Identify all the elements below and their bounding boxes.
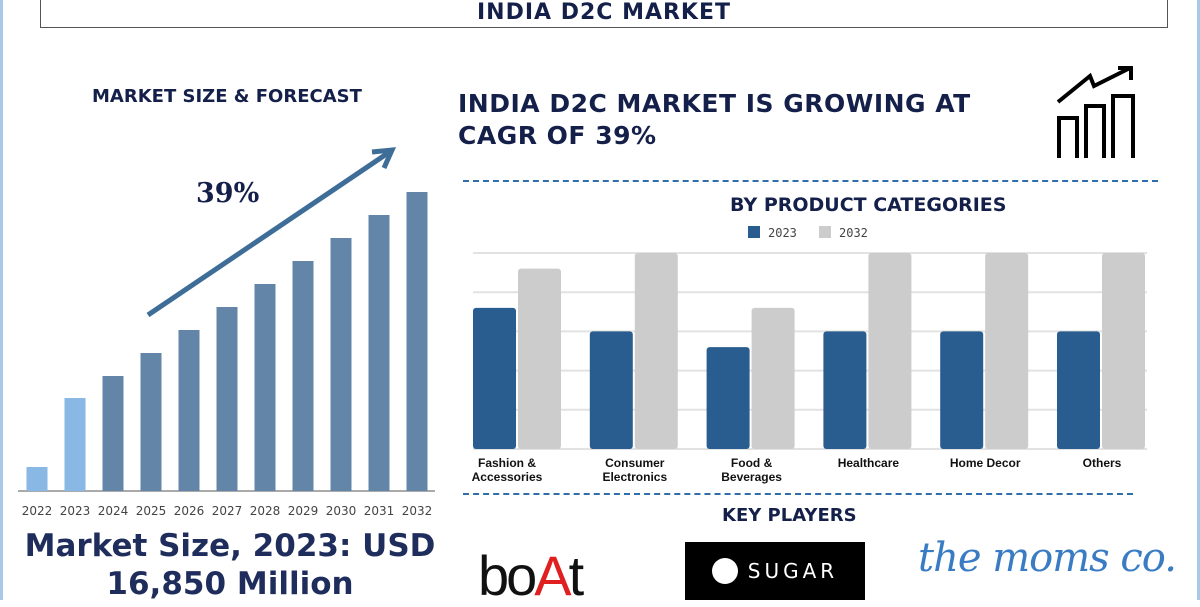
bar-2029 [292, 261, 314, 491]
product-categories-chart: 2023 2032 Fashion &Accessories ConsumerElec… [472, 226, 1147, 484]
tick-label: 2030 [326, 504, 357, 518]
bar-2023 [940, 331, 984, 449]
bar-2022 [26, 467, 48, 491]
headline-line-2: CAGR OF 39% [458, 121, 657, 150]
tick-label: 2022 [22, 504, 53, 518]
tick-label: 2023 [60, 504, 91, 518]
category-label: Accessories [472, 470, 543, 484]
bar-2023 [473, 307, 516, 449]
category-label: Home Decor [950, 456, 1021, 470]
tick-label: 2029 [288, 504, 319, 518]
categories-heading: BY PRODUCT CATEGORIES [730, 194, 1007, 216]
cagr-label: 39% [196, 178, 260, 209]
bar-2024 [102, 376, 124, 491]
growth-chart-icon [1056, 66, 1135, 158]
bar-2032 [634, 253, 678, 449]
key-players-heading: KEY PLAYERS [722, 505, 857, 526]
bar-2023 [64, 398, 86, 491]
category-label: Fashion & [478, 456, 536, 470]
legend-label: 2023 [768, 226, 797, 240]
market-size-text: Market Size, 2023: USD 16,850 Million [24, 528, 436, 602]
bar-2031 [368, 215, 390, 491]
bar-2023 [1057, 331, 1100, 449]
logo-boat: boAt [478, 544, 584, 607]
bar-2032 [406, 192, 428, 491]
tick-label: 2032 [402, 504, 433, 518]
bar-2026 [178, 330, 200, 491]
category-label: Healthcare [838, 456, 900, 470]
bar-2032 [518, 268, 561, 449]
sugar-logo-text: SUGAR [747, 559, 839, 583]
tick-label: 2028 [250, 504, 281, 518]
page-title: INDIA D2C MARKET [476, 0, 732, 25]
title-box: INDIA D2C MARKET [40, 0, 1168, 28]
bar-2023 [706, 347, 750, 449]
bar-2032 [751, 307, 795, 449]
trend-arrow [146, 150, 390, 318]
left-border [0, 0, 3, 600]
logo-sugar: SUGAR [685, 542, 865, 600]
category-label: Food & [731, 456, 773, 470]
tick-label: 2024 [98, 504, 129, 518]
bar-2027 [216, 307, 238, 491]
market-size-chart: 2022 2023 2024 2025 2026 2027 2028 2029 2030 2031… [18, 147, 435, 518]
category-label: Others [1083, 456, 1122, 470]
legend-label: 2032 [839, 226, 868, 240]
bar-2032 [1102, 253, 1145, 449]
tick-label: 2026 [174, 504, 205, 518]
bar-2028 [254, 284, 276, 491]
bar-2023 [589, 331, 633, 449]
bar-2025 [140, 353, 162, 491]
arrow-head-icon [371, 147, 397, 170]
category-label: Consumer [605, 456, 665, 470]
headline-line-1: INDIA D2C MARKET IS GROWING AT [458, 89, 971, 118]
bar-2032 [985, 253, 1029, 449]
bar-2030 [330, 238, 352, 491]
tick-label: 2031 [364, 504, 395, 518]
legend-swatch [819, 226, 831, 238]
divider [463, 493, 1133, 495]
tick-label: 2025 [136, 504, 167, 518]
tick-label: 2027 [212, 504, 243, 518]
growth-headline: INDIA D2C MARKET IS GROWING AT CAGR OF 3… [458, 88, 971, 152]
legend-swatch [748, 226, 760, 238]
logo-the-moms-co: the moms co. [918, 535, 1177, 581]
category-label: Electronics [602, 470, 667, 484]
right-border [1197, 0, 1200, 600]
market-size-heading: MARKET SIZE & FORECAST [92, 86, 362, 107]
bar-2023 [823, 331, 867, 449]
category-label: Beverages [721, 470, 782, 484]
divider [463, 180, 1158, 182]
bar-2032 [868, 253, 912, 449]
